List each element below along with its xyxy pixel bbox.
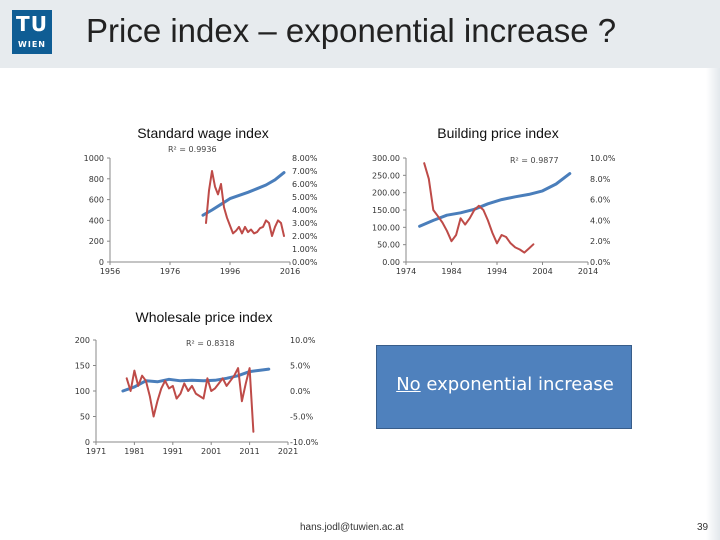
building-series-index-line	[418, 172, 572, 228]
wholesale-right-tick-label: 10.0%	[290, 336, 316, 345]
building-left-tick-label: 100.00	[372, 223, 400, 232]
wage-right-tick-label: 0.00%	[292, 258, 318, 267]
building-left-tick-label: 150.00	[372, 206, 400, 215]
building-right-tick-label: 2.0%	[590, 237, 611, 246]
tu-wien-logo: TU WIEN	[12, 10, 52, 54]
wholesale-x-tick-label: 2011	[239, 447, 259, 456]
wholesale-chart-title: Wholesale price index	[136, 309, 273, 325]
wage-left-tick-label: 0	[99, 258, 104, 267]
page-number: 39	[697, 522, 709, 533]
slide-title: Price index – exponential increase ?	[86, 12, 617, 49]
wage-right-tick-label: 6.00%	[292, 180, 318, 189]
wage-x-tick-label: 1976	[160, 267, 180, 276]
wage-left-tick-label: 1000	[84, 154, 104, 163]
wholesale-x-tick-label: 2001	[201, 447, 221, 456]
building-series-rate-line	[423, 162, 535, 254]
wholesale-right-tick-label: -5.0%	[290, 413, 314, 422]
building-right-tick-label: 0.0%	[590, 258, 611, 267]
callout-underlined-word: No	[396, 374, 421, 395]
logo-tu-text: TU	[16, 12, 48, 36]
building-left-tick-label: 50.00	[377, 241, 400, 250]
building-right-tick-label: 4.0%	[590, 216, 611, 225]
building-right-tick-label: 10.0%	[590, 154, 616, 163]
building-right-tick-label: 8.0%	[590, 175, 611, 184]
wholesale-x-tick-label: 2021	[278, 447, 298, 456]
callout-rest: exponential increase	[420, 374, 614, 395]
wholesale-series-rate-line	[125, 367, 255, 433]
wholesale-left-tick-label: 0	[85, 438, 90, 447]
wholesale-x-tick-label: 1971	[86, 447, 106, 456]
wholesale-left-tick-label: 100	[75, 387, 90, 396]
building-left-tick-label: 0.00	[382, 258, 400, 267]
wage-right-tick-label: 4.00%	[292, 206, 318, 215]
wage-series-rate-line	[205, 170, 285, 237]
wage-x-tick-label: 2016	[280, 267, 300, 276]
building-x-tick-label: 1974	[396, 267, 416, 276]
building-x-tick-label: 1984	[441, 267, 461, 276]
building-left-tick-label: 250.00	[372, 171, 400, 180]
wholesale-x-tick-label: 1991	[163, 447, 183, 456]
callout-text: No exponential increase	[377, 374, 633, 395]
wage-r2-label: R² = 0.9936	[168, 145, 217, 154]
wholesale-right-tick-label: 5.0%	[290, 362, 311, 371]
wage-right-tick-label: 1.00%	[292, 245, 318, 254]
wage-right-tick-label: 5.00%	[292, 193, 318, 202]
footer-email: hans.jodl@tuwien.ac.at	[300, 522, 404, 533]
building-x-tick-label: 1994	[487, 267, 507, 276]
building-chart-title: Building price index	[437, 125, 558, 141]
logo-wien-text: WIEN	[18, 40, 46, 49]
wage-right-tick-label: 3.00%	[292, 219, 318, 228]
wage-left-tick-label: 400	[89, 216, 104, 225]
wage-right-tick-label: 8.00%	[292, 154, 318, 163]
building-right-tick-label: 6.0%	[590, 196, 611, 205]
building-x-tick-label: 2014	[578, 267, 598, 276]
slide-header: TU WIEN Price index – exponential increa…	[0, 0, 720, 68]
wholesale-right-tick-label: -10.0%	[290, 438, 319, 447]
wholesale-right-tick-label: 0.0%	[290, 387, 311, 396]
wage-left-tick-label: 600	[89, 196, 104, 205]
wholesale-left-tick-label: 150	[75, 362, 90, 371]
wholesale-left-tick-label: 50	[80, 413, 90, 422]
sidebar-gradient	[706, 68, 720, 540]
wage-right-tick-label: 7.00%	[292, 167, 318, 176]
wholesale-left-tick-label: 200	[75, 336, 90, 345]
wholesale-x-tick-label: 1981	[124, 447, 144, 456]
wage-left-tick-label: 800	[89, 175, 104, 184]
building-r2-label: R² = 0.9877	[510, 156, 559, 165]
callout-box: No exponential increase	[376, 345, 632, 429]
building-x-tick-label: 2004	[532, 267, 552, 276]
wage-left-tick-label: 200	[89, 237, 104, 246]
wholesale-r2-label: R² = 0.8318	[186, 339, 235, 348]
building-left-tick-label: 200.00	[372, 189, 400, 198]
wage-chart-title: Standard wage index	[137, 125, 269, 141]
wage-right-tick-label: 2.00%	[292, 232, 318, 241]
wage-series-index-line	[201, 171, 286, 217]
wage-x-tick-label: 1996	[220, 267, 240, 276]
building-left-tick-label: 300.00	[372, 154, 400, 163]
wage-x-tick-label: 1956	[100, 267, 120, 276]
